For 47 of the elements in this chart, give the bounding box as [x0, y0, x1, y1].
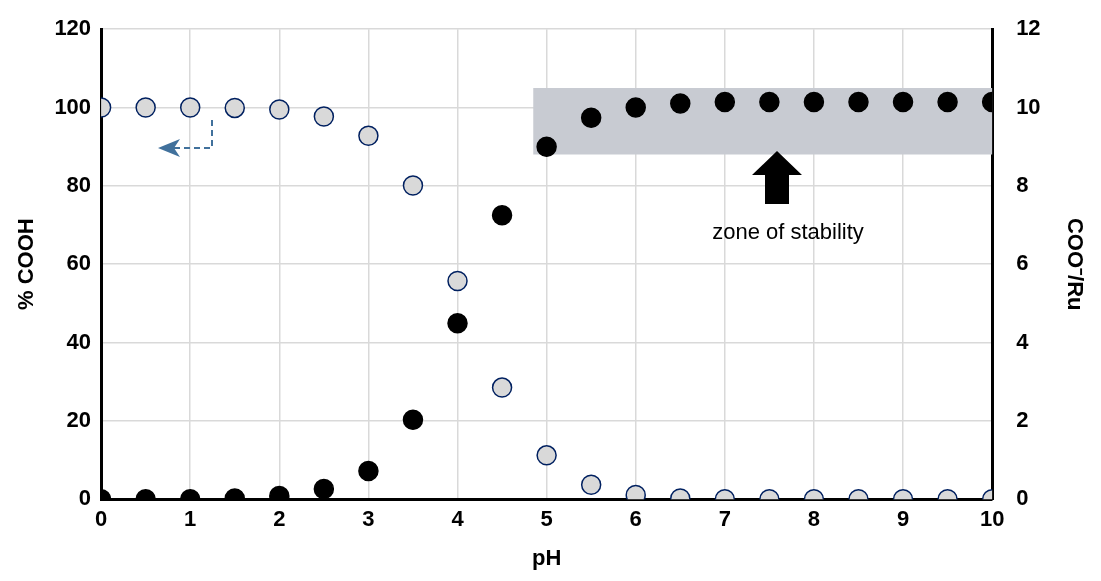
x-axis-title: pH [531, 544, 562, 570]
x-tick-label: 4 [451, 506, 465, 532]
point [670, 93, 691, 114]
point [892, 91, 914, 113]
y-tick-label: 60 [66, 250, 92, 276]
point [759, 91, 780, 113]
point [536, 136, 557, 157]
point [580, 107, 602, 128]
y2-tick-label: 2 [1016, 406, 1029, 432]
x-tick-label: 7 [718, 506, 731, 532]
x-tick-label: 3 [362, 506, 375, 532]
point [179, 97, 201, 118]
point [358, 125, 379, 146]
point [937, 91, 958, 113]
x-tick-label: 8 [807, 506, 821, 532]
y2-tick-label: 8 [1016, 171, 1029, 197]
point [269, 99, 290, 120]
point [803, 91, 825, 113]
point [714, 91, 736, 113]
y-tick-label: 120 [54, 15, 92, 41]
y-tick-label: 40 [66, 328, 92, 354]
y-tick-label: 80 [66, 171, 92, 197]
y2-tick-label: 6 [1016, 250, 1029, 276]
y-tick-label: 20 [66, 406, 92, 432]
point [224, 97, 246, 119]
y2-tick-label: 0 [1016, 485, 1029, 511]
y2-tick-label: 4 [1016, 328, 1030, 354]
x-tick-label: 5 [540, 506, 553, 532]
point [313, 106, 335, 127]
x-tick-label: 9 [896, 506, 910, 532]
point [135, 97, 156, 118]
point [402, 175, 424, 196]
x-tick-label: 1 [184, 506, 197, 532]
y-tick-label: 0 [78, 485, 92, 511]
y-tick-label: 100 [54, 93, 92, 119]
y2-axis-title: COO⁻/Ru [1062, 217, 1088, 311]
y2-tick-label: 12 [1016, 15, 1041, 41]
x-tick-label: 2 [273, 506, 286, 532]
y-axis-title: % COOH [13, 218, 39, 311]
point [491, 204, 513, 226]
x-tick-label: 6 [629, 506, 642, 532]
y2-tick-label: 10 [1016, 93, 1041, 119]
x-tick-label: 10 [979, 506, 1005, 532]
x-tick-label: 0 [94, 506, 108, 532]
point [848, 91, 869, 113]
band-label: zone of stability [712, 219, 864, 245]
point [625, 97, 646, 118]
